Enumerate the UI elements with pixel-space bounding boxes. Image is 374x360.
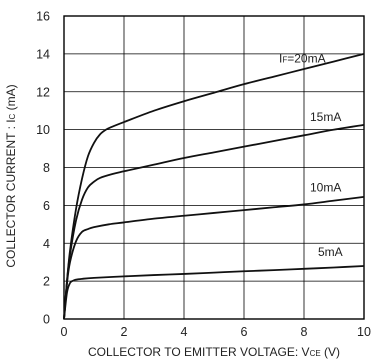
x-tick-label: 10 — [357, 325, 371, 339]
y-tick-label: 0 — [43, 313, 50, 327]
x-tick-label: 4 — [181, 325, 188, 339]
series-name-sub: F — [282, 55, 287, 64]
series-line-2 — [63, 195, 365, 320]
series-line-1 — [63, 124, 365, 320]
x-tick-label: 2 — [121, 325, 128, 339]
x-tick-labels: 0 2 4 6 8 10 — [61, 325, 371, 339]
y-axis-title-unit: (mA) — [4, 84, 18, 113]
grid — [64, 16, 364, 319]
series-name: 15mA — [310, 110, 341, 124]
y-tick-label: 6 — [43, 199, 50, 213]
x-axis-title-main: COLLECTOR TO EMITTER VOLTAGE: V — [88, 345, 310, 359]
y-tick-label: 4 — [43, 237, 50, 251]
series-name: 5mA — [318, 245, 343, 259]
series-line-0 — [63, 53, 365, 320]
x-tick-label: 8 — [301, 325, 308, 339]
y-axis-title: COLLECTOR CURRENT : IC (mA) — [4, 84, 18, 267]
series-label-1: 15mA — [310, 110, 341, 124]
y-tick-label: 14 — [36, 47, 50, 61]
x-tick-label: 0 — [61, 325, 68, 339]
y-tick-label: 8 — [43, 161, 50, 175]
y-tick-label: 12 — [36, 85, 50, 99]
series-name: 10mA — [310, 181, 341, 195]
series-labels: IF=20mA 15mA 10mA 5mA — [279, 51, 343, 259]
y-tick-labels: 0 2 4 6 8 10 12 14 16 — [36, 10, 50, 327]
y-axis-title-sub: C — [8, 113, 17, 119]
plot-frame — [63, 15, 365, 320]
x-axis-title-sub: CE — [310, 349, 321, 358]
series-label-0: IF=20mA — [279, 51, 326, 65]
y-tick-label: 2 — [43, 275, 50, 289]
x-axis-title-unit: (V) — [321, 345, 340, 359]
series-label-2: 10mA — [310, 181, 341, 195]
y-tick-label: 10 — [36, 123, 50, 137]
curves — [63, 53, 365, 320]
series-label-3: 5mA — [318, 245, 343, 259]
series-name-rest: =20mA — [287, 51, 325, 65]
x-axis-title: COLLECTOR TO EMITTER VOLTAGE: VCE (V) — [88, 345, 340, 359]
y-axis-title-main: COLLECTOR CURRENT : I — [4, 119, 18, 267]
series-name: I — [279, 51, 282, 65]
series-line-3 — [63, 265, 365, 320]
x-tick-label: 6 — [241, 325, 248, 339]
y-tick-label: 16 — [36, 10, 50, 24]
